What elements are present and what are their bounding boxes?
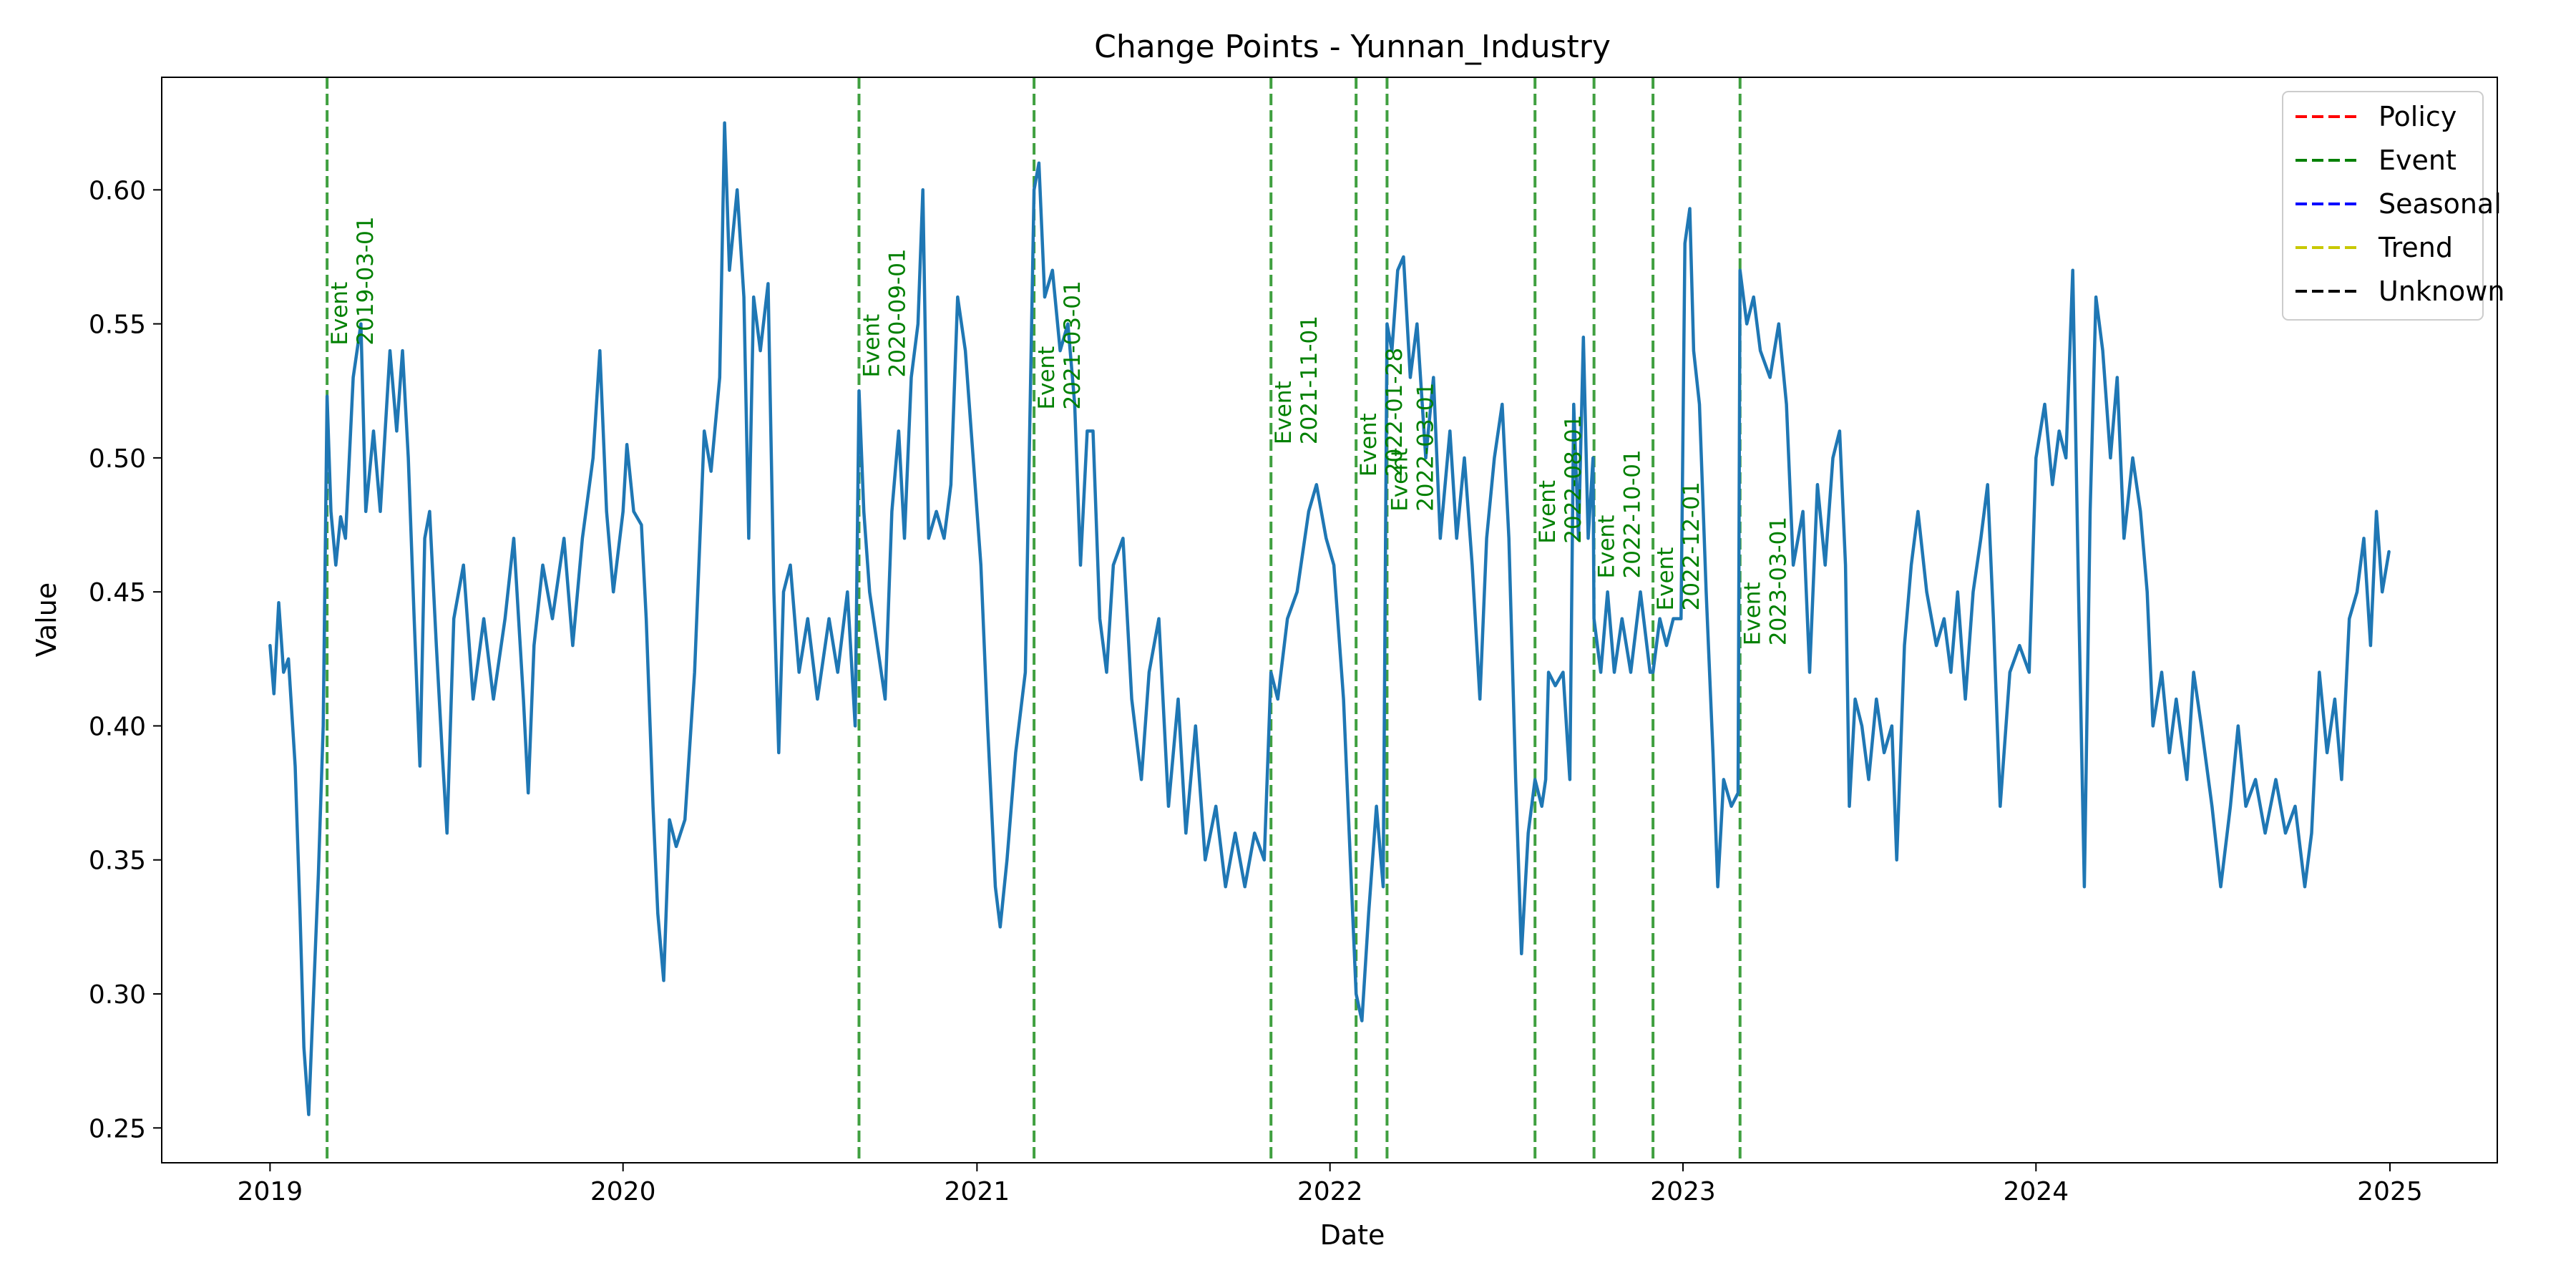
change-point-label-date: 2022-12-01: [1679, 482, 1704, 610]
change-point-label-date: 2022-01-28: [1382, 348, 1407, 477]
y-axis-label: Value: [31, 582, 62, 657]
change-point-label-type: Event: [1740, 582, 1766, 645]
x-axis: 2019 2020 2021 2022 2023 2024 2025: [238, 1163, 2423, 1206]
change-point-label-date: 2022-03-01: [1413, 383, 1438, 512]
change-point-label-date: 2022-08-01: [1561, 415, 1586, 544]
legend-items: Policy Event Seasonal Trend Unknown: [2296, 101, 2504, 307]
legend: Policy Event Seasonal Trend Unknown: [2282, 91, 2504, 321]
plot-background: [162, 77, 2497, 1163]
legend-label: Event: [2379, 145, 2457, 176]
series-line: [268, 121, 2391, 1116]
change-point-label-type: Event: [859, 314, 884, 378]
x-tick-label: 2025: [2357, 1177, 2423, 1206]
change-point-label-date: 2022-10-01: [1620, 449, 1646, 578]
x-tick-label: 2023: [1650, 1177, 1716, 1206]
chart-title: Change Points - Yunnan_Industry: [1094, 29, 1611, 65]
y-tick-label: 0.45: [89, 578, 146, 608]
change-point-label-date: 2020-09-01: [884, 248, 910, 377]
change-point-label-date: 2021-11-01: [1297, 316, 1322, 444]
x-tick-label: 2022: [1297, 1177, 1363, 1206]
y-tick-label: 0.40: [89, 712, 146, 741]
change-point-label-date: 2023-03-01: [1766, 517, 1792, 645]
x-tick-label: 2020: [590, 1177, 656, 1206]
y-tick-label: 0.35: [89, 847, 146, 876]
y-tick-label: 0.25: [89, 1114, 146, 1143]
x-tick-label: 2021: [945, 1177, 1010, 1206]
legend-label: Policy: [2379, 101, 2457, 132]
legend-label: Trend: [2378, 232, 2453, 263]
y-tick-label: 0.55: [89, 311, 146, 340]
change-point-label-type: Event: [1535, 480, 1561, 544]
change-point-label-date: 2019-03-01: [353, 216, 379, 345]
change-point-label-type: Event: [1594, 515, 1620, 579]
y-tick-label: 0.50: [89, 444, 146, 474]
legend-label: Seasonal: [2379, 188, 2502, 220]
change-point-label-type: Event: [1387, 448, 1413, 512]
change-point-label-type: Event: [1271, 381, 1297, 444]
y-tick-label: 0.30: [89, 980, 146, 1010]
x-tick-label: 2019: [238, 1177, 303, 1206]
series-layer: [268, 121, 2391, 1116]
change-point-label-date: 2021-03-01: [1060, 280, 1085, 409]
change-point-label-type: Event: [1034, 346, 1060, 410]
legend-label: Unknown: [2379, 275, 2504, 307]
y-tick-label: 0.60: [89, 176, 146, 205]
x-tick-label: 2024: [2003, 1177, 2069, 1206]
y-axis: 0.25 0.30 0.35 0.40 0.45 0.50 0.55 0.60: [89, 176, 162, 1143]
legend-box: [2282, 91, 2484, 321]
change-point-label-type: Event: [1356, 413, 1382, 477]
change-point-label-type: Event: [327, 282, 353, 346]
change-point-label-type: Event: [1653, 547, 1679, 611]
x-axis-label: Date: [1320, 1219, 1385, 1251]
